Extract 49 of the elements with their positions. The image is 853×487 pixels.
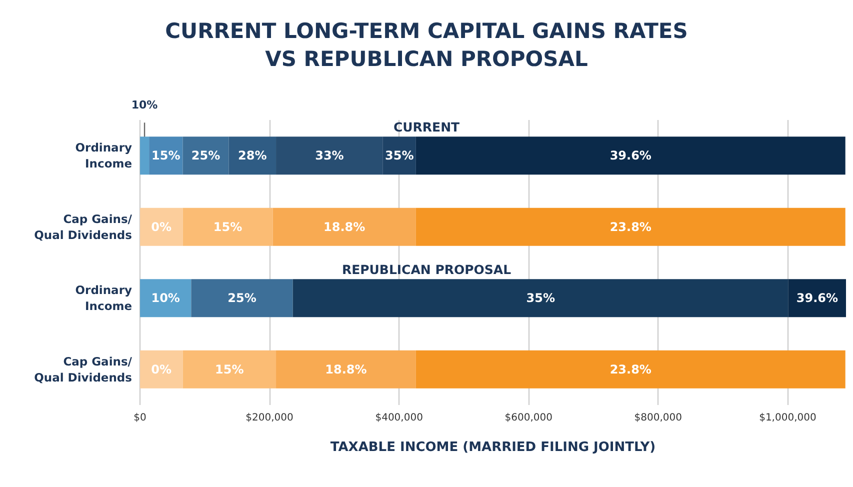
bar — [140, 208, 183, 246]
series-label: 15% — [213, 220, 242, 234]
bar — [228, 136, 276, 175]
bar — [292, 279, 788, 318]
bar — [416, 350, 846, 388]
text: 39.6% — [610, 148, 652, 163]
bar — [140, 279, 192, 318]
annotation: REPUBLICAN PROPOSAL — [342, 262, 512, 278]
y-tick-label: Cap Gains/ Qual Dividends — [34, 354, 133, 384]
text: 23.8% — [610, 362, 652, 376]
text: 18.8% — [325, 362, 367, 376]
x-axis-title: TAXABLE INCOME (MARRIED FILING JOINTLY) — [330, 440, 656, 455]
series-label: 18.8% — [324, 220, 366, 234]
y-tick-label: Ordinary Income — [75, 283, 132, 314]
text: 35% — [526, 291, 555, 306]
x-tick-label: $800,000 — [634, 412, 682, 424]
bar — [191, 279, 293, 318]
bar — [416, 136, 846, 175]
text: 0% — [151, 362, 172, 376]
x-tick-label: $0 — [134, 412, 146, 424]
x-tick-label: $200,000 — [246, 412, 294, 424]
text: 25% — [228, 291, 256, 306]
bar — [140, 136, 150, 175]
series-label: 39.6% — [796, 291, 838, 306]
text: 15% — [215, 362, 244, 376]
bar — [788, 279, 846, 318]
x-tick-label: $1,000,000 — [759, 412, 816, 424]
bar — [182, 208, 273, 246]
chart-title: CURRENT LONG-TERM CAPITAL GAINS RATES VS REPUBLICAN PROPOSAL — [165, 19, 688, 71]
bar — [140, 350, 183, 388]
series-label: 15% — [152, 148, 180, 163]
y-tick-label: Cap Gains/ Qual Dividends — [34, 212, 133, 242]
bar — [276, 350, 416, 388]
y-tick-label: Ordinary Income — [75, 140, 132, 171]
x-tick-label: $400,000 — [375, 412, 423, 424]
bar — [182, 350, 276, 388]
series-label: 23.8% — [610, 220, 652, 234]
series-label: 35% — [385, 148, 414, 163]
series-label: 28% — [238, 148, 267, 163]
text: 10% — [131, 98, 158, 112]
annotation: CURRENT — [393, 120, 460, 135]
series-label: 33% — [315, 148, 344, 163]
series-label: 0% — [151, 220, 172, 234]
series-label: 25% — [191, 148, 220, 163]
series-label: 10% — [151, 291, 180, 306]
bar — [416, 208, 846, 246]
x-tick-label: $600,000 — [504, 412, 552, 424]
bar — [182, 136, 229, 175]
bar — [272, 208, 416, 246]
